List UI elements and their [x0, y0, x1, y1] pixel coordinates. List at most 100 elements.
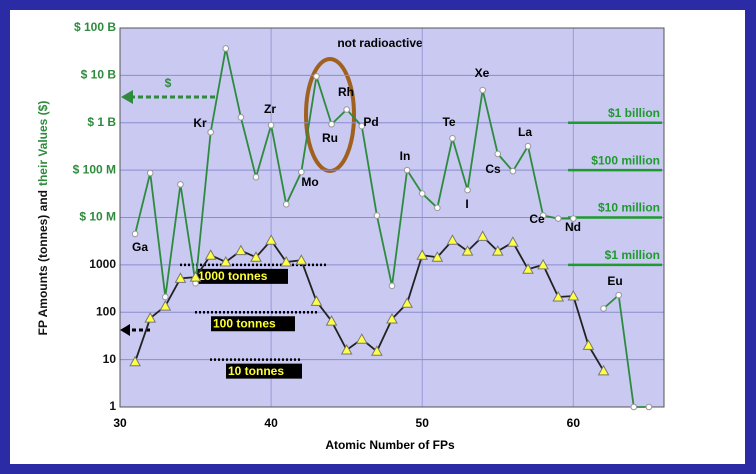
data-point — [431, 251, 444, 262]
reference-label: 1000 tonnes — [198, 269, 268, 283]
reference-label: $1 million — [605, 248, 660, 262]
data-point — [265, 234, 277, 245]
element-label: Nd — [565, 220, 581, 234]
data-point — [177, 181, 184, 188]
data-point — [310, 295, 323, 306]
data-point — [162, 293, 169, 301]
element-label: In — [400, 149, 411, 163]
data-point — [298, 168, 305, 176]
data-point — [219, 255, 232, 267]
data-point — [174, 272, 187, 283]
y-tick-label: 1 — [109, 399, 116, 413]
data-point — [267, 121, 275, 129]
data-point — [146, 169, 154, 177]
data-point — [446, 234, 459, 245]
label-box — [226, 363, 302, 379]
data-point — [522, 263, 534, 274]
data-point — [280, 255, 293, 267]
plot-border — [119, 27, 665, 408]
y-axis-label: FP Amounts (tonnes) and their Values ($) — [36, 101, 50, 336]
element-label: Te — [442, 115, 455, 129]
data-point — [476, 230, 489, 241]
data-point — [358, 122, 366, 130]
data-point — [235, 244, 247, 256]
data-point — [554, 215, 562, 222]
data-point — [479, 86, 486, 94]
data-point — [386, 312, 398, 324]
element-label: Pd — [363, 115, 378, 129]
data-point — [418, 190, 426, 197]
annotation: not radioactive — [337, 36, 423, 50]
element-label: Ga — [132, 240, 148, 254]
data-point — [159, 300, 172, 311]
data-point — [189, 271, 202, 282]
data-point — [494, 150, 502, 158]
y-tick-label: 100 — [96, 304, 116, 318]
data-point — [388, 282, 396, 290]
series-line — [602, 293, 649, 408]
element-label: Eu — [607, 274, 622, 288]
y-tick-label: $ 10 B — [81, 68, 117, 82]
data-point — [600, 305, 607, 312]
element-label: Mo — [301, 175, 318, 189]
data-point — [645, 403, 653, 411]
arrow-head — [120, 324, 130, 336]
data-point — [295, 254, 308, 265]
series-line — [134, 48, 574, 298]
data-point — [416, 249, 429, 260]
data-point — [461, 245, 474, 256]
data-point — [222, 45, 230, 52]
data-point — [340, 343, 353, 355]
data-point — [207, 128, 214, 136]
element-label: Xe — [475, 66, 490, 80]
element-label: Ru — [322, 131, 338, 145]
data-point — [328, 120, 335, 128]
label-box — [211, 316, 295, 332]
reference-label: 100 tonnes — [213, 316, 276, 330]
reference-label: $100 million — [591, 153, 660, 167]
y-tick-label: $ 100 B — [74, 20, 116, 34]
x-tick-label: 60 — [567, 416, 581, 430]
reference-label: $10 million — [598, 201, 660, 215]
element-label: Ce — [529, 212, 545, 226]
highlight-ellipse — [304, 57, 356, 173]
data-point — [582, 339, 595, 350]
data-point — [250, 251, 262, 262]
y-tick-label: $ 10 M — [79, 210, 116, 224]
data-point — [630, 403, 638, 411]
data-point — [282, 200, 290, 208]
data-point — [537, 258, 549, 270]
data-point — [131, 230, 139, 238]
data-point — [403, 166, 411, 174]
data-point — [597, 364, 610, 376]
x-axis-label: Atomic Number of FPs — [325, 438, 455, 452]
data-point — [252, 173, 260, 181]
element-label: Kr — [193, 116, 207, 130]
element-label: I — [465, 197, 468, 211]
y-label-part: their Values ($) — [36, 101, 50, 186]
y-tick-label: 1000 — [89, 257, 116, 271]
x-tick-label: 40 — [264, 416, 278, 430]
data-point — [204, 249, 217, 260]
data-point — [449, 134, 456, 142]
y-tick-label: $ 1 B — [87, 115, 116, 129]
y-tick-label: 10 — [103, 352, 117, 366]
data-point — [507, 236, 519, 247]
y-tick-label: $ 100 M — [73, 162, 116, 176]
y-label-part: FP Amounts (tonnes) and — [36, 190, 50, 335]
element-label: La — [518, 125, 532, 139]
data-point — [552, 290, 565, 302]
data-point — [371, 345, 383, 356]
data-point — [313, 73, 320, 80]
dollar-sign: $ — [165, 76, 172, 90]
data-point — [570, 215, 577, 222]
label-box — [196, 268, 288, 284]
data-point — [524, 142, 532, 150]
element-label: Rh — [338, 85, 354, 99]
data-point — [615, 291, 622, 299]
reference-label: $1 billion — [608, 106, 660, 120]
x-tick-label: 50 — [416, 416, 430, 430]
reference-label: 10 tonnes — [228, 364, 284, 378]
data-point — [373, 212, 381, 219]
